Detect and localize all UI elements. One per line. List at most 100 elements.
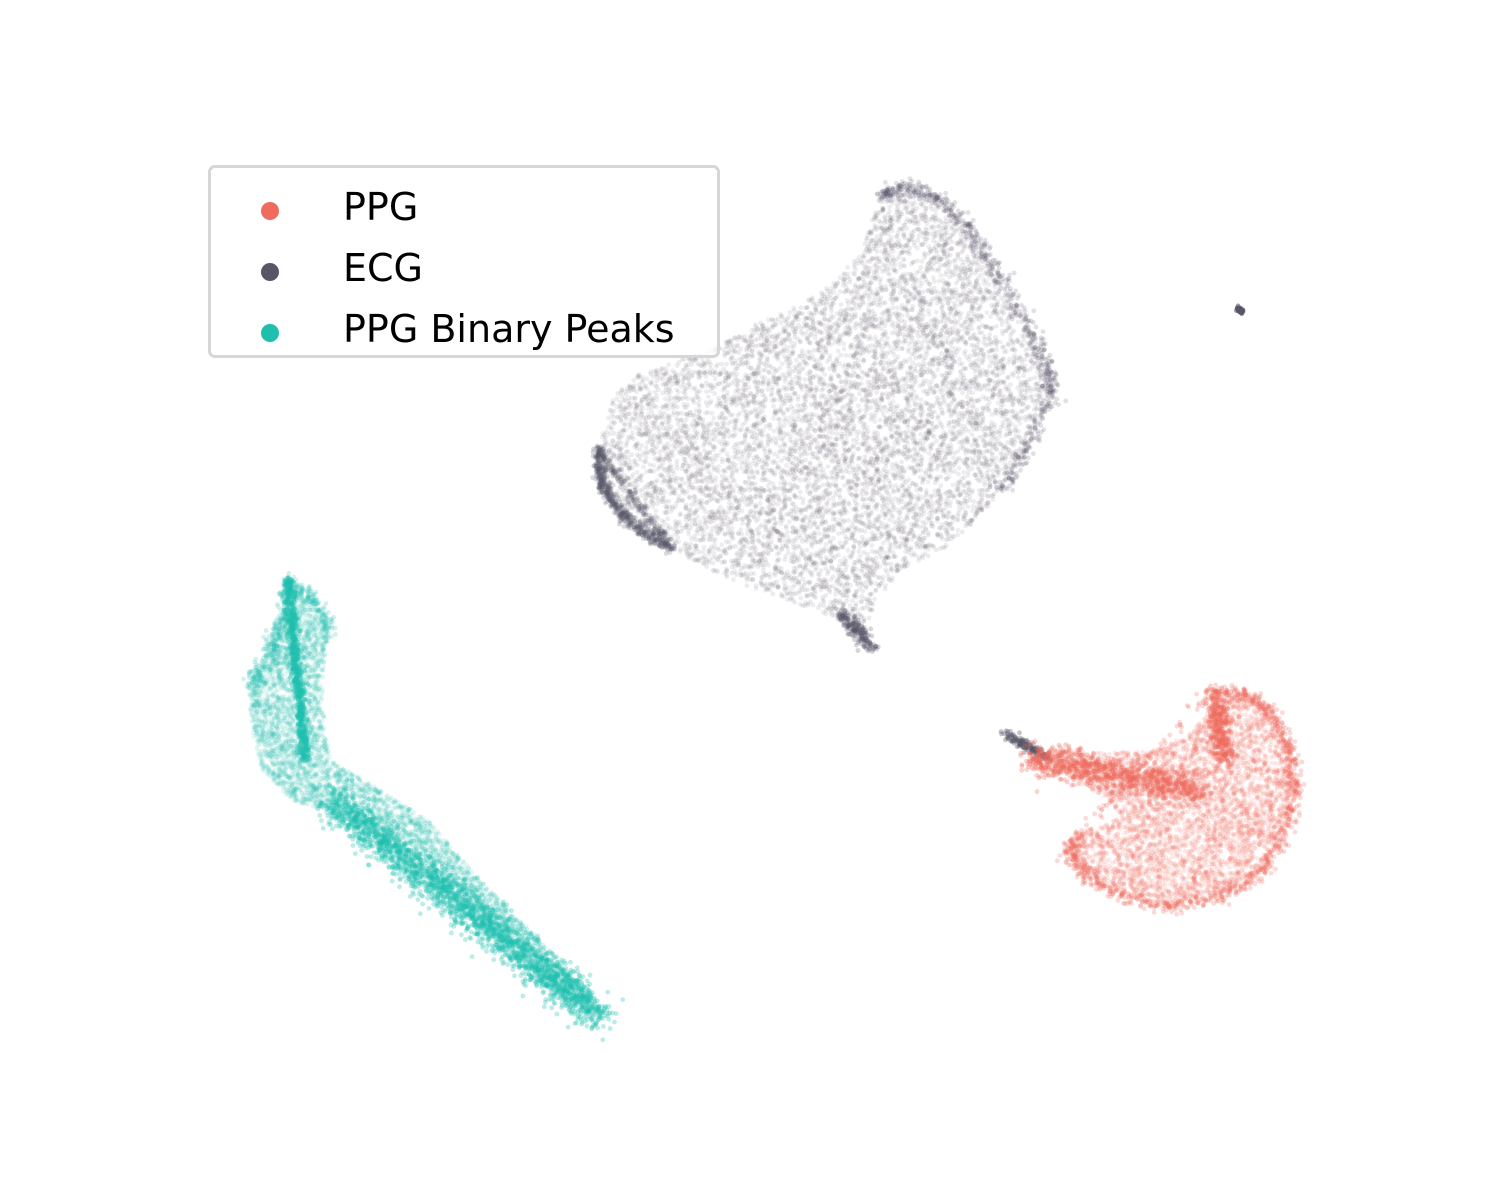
- ecg-point: [939, 351, 945, 356]
- ecg-point: [956, 465, 962, 471]
- ecg-point: [922, 255, 928, 260]
- ecg-point: [779, 473, 784, 479]
- ecg-point: [913, 513, 919, 519]
- ecg-point: [992, 308, 998, 314]
- ecg-point: [944, 330, 950, 336]
- ecg-point: [782, 353, 787, 359]
- ecg-point: [861, 487, 866, 492]
- ecg-point: [638, 478, 644, 484]
- ecg-point: [756, 361, 762, 367]
- ecg-point: [838, 302, 844, 308]
- ecg-point: [874, 503, 880, 509]
- ecg-point: [708, 398, 714, 404]
- ecg-point: [816, 531, 822, 536]
- ecg-point: [837, 540, 843, 546]
- ecg-point: [948, 269, 953, 275]
- ecg-point: [770, 591, 776, 597]
- ecg-point: [940, 442, 946, 448]
- ecg-point: [719, 479, 725, 485]
- ecg-point: [683, 394, 688, 400]
- ecg-point: [745, 352, 751, 357]
- ecg-point: [990, 388, 996, 393]
- ecg-point: [633, 425, 639, 431]
- ecg-point: [988, 314, 993, 319]
- ecg-point: [841, 561, 847, 567]
- ecg-point: [693, 479, 699, 484]
- ecg-point: [798, 446, 803, 451]
- ecg-point: [724, 572, 729, 578]
- ecg-point: [945, 495, 950, 501]
- ecg-point: [760, 408, 766, 414]
- ecg-point: [753, 343, 759, 349]
- ecg-point: [903, 205, 909, 211]
- ecg-point: [896, 424, 902, 430]
- ecg-point: [820, 579, 825, 585]
- ecg-point: [841, 346, 847, 352]
- ecg-point: [938, 434, 944, 440]
- ecg-point: [821, 526, 827, 532]
- ecg-point: [921, 511, 927, 516]
- ecg-point: [678, 511, 683, 517]
- ecg-point: [854, 432, 860, 437]
- ecg-point: [915, 333, 921, 339]
- ecg-point: [765, 510, 771, 516]
- ecg-point: [996, 367, 1001, 373]
- ecg-point: [607, 431, 613, 437]
- ecg-point: [637, 476, 642, 482]
- ecg-point: [1008, 296, 1014, 302]
- ecg-point: [940, 325, 946, 331]
- ecg-point: [914, 540, 920, 545]
- ecg-point: [861, 605, 867, 611]
- ecg-point: [998, 441, 1004, 447]
- ecg-point: [1005, 375, 1011, 380]
- ecg-point: [803, 414, 808, 420]
- ecg-point: [787, 310, 793, 315]
- ecg-point: [799, 348, 805, 354]
- ecg-point: [807, 393, 813, 399]
- ecg-point: [739, 460, 744, 466]
- ecg-point: [617, 445, 622, 451]
- ecg-point: [864, 371, 870, 377]
- ecg-point: [965, 267, 970, 273]
- ecg-point: [779, 361, 785, 367]
- ecg-point: [926, 419, 931, 425]
- ecg-point: [1000, 451, 1005, 457]
- ecg-point: [765, 437, 771, 443]
- ecg-point: [1021, 441, 1026, 446]
- ecg-point: [982, 271, 988, 277]
- ecg-point: [666, 445, 671, 450]
- ecg-point: [796, 369, 802, 375]
- ecg-point: [939, 372, 945, 378]
- ecg-point: [724, 361, 729, 367]
- ecg-point: [878, 523, 884, 529]
- ecg-point: [857, 455, 863, 461]
- ecg-point: [710, 525, 716, 531]
- ecg-point: [730, 489, 736, 495]
- ecg-point: [719, 482, 725, 488]
- ecg-point: [956, 455, 962, 461]
- ecg-point: [935, 224, 941, 230]
- ecg-point: [960, 413, 965, 419]
- ecg-point: [814, 384, 819, 390]
- ecg-point: [895, 230, 901, 236]
- ecg-point: [807, 388, 813, 394]
- ecg-point: [667, 525, 673, 530]
- ecg-point: [930, 296, 936, 302]
- ecg-point: [769, 547, 775, 553]
- ecg-point: [969, 466, 975, 472]
- ecg-point: [886, 416, 892, 422]
- ecg-point: [655, 501, 660, 507]
- ecg-point: [912, 378, 917, 383]
- ecg-point: [950, 482, 956, 488]
- ecg-point: [896, 382, 901, 388]
- ecg-point: [971, 499, 977, 504]
- ecg-point: [802, 447, 808, 452]
- ecg-point: [948, 536, 954, 542]
- ecg-point: [859, 396, 865, 402]
- ecg-point: [798, 438, 804, 444]
- ecg-point: [949, 345, 954, 350]
- ecg-point: [1019, 415, 1024, 421]
- ecg-point: [899, 526, 905, 532]
- ecg-point: [856, 429, 861, 435]
- ecg-point: [857, 391, 862, 397]
